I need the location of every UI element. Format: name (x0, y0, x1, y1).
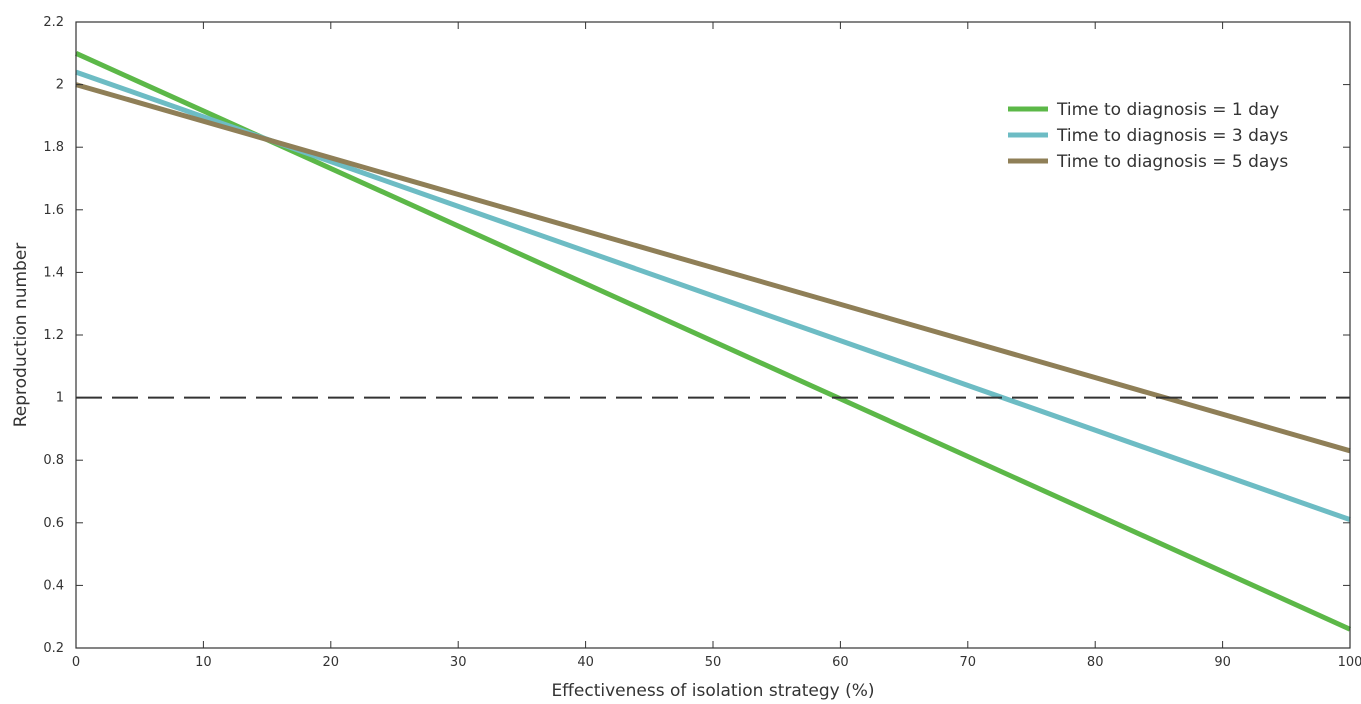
x-tick-label: 40 (577, 655, 594, 670)
y-axis-label: Reproduction number (11, 243, 31, 428)
legend: Time to diagnosis = 1 day Time to diagnos… (1008, 100, 1288, 172)
x-tick-label: 0 (72, 655, 80, 670)
x-tick-label: 70 (960, 655, 977, 670)
y-tick-label: 0.4 (43, 578, 64, 593)
y-tick-label: 1 (56, 391, 64, 406)
y-tick-label: 2 (56, 78, 64, 93)
x-tick-label: 100 (1338, 655, 1361, 670)
series-line-3 (75, 82, 1351, 454)
x-tick-label: 60 (832, 655, 849, 670)
legend-label-3: Time to diagnosis = 5 days (1056, 152, 1288, 172)
x-tick-label: 30 (450, 655, 467, 670)
legend-label-2: Time to diagnosis = 3 days (1056, 126, 1288, 146)
x-tick-label: 20 (323, 655, 340, 670)
legend-label-1: Time to diagnosis = 1 day (1056, 100, 1279, 120)
x-tick-label: 90 (1214, 655, 1231, 670)
x-axis-ticks: 0 10 20 30 40 50 60 70 80 90 100 (72, 22, 1361, 670)
y-tick-label: 1.8 (43, 140, 64, 155)
y-tick-label: 0.2 (43, 641, 64, 656)
x-axis-label: Effectiveness of isolation strategy (%) (551, 681, 874, 701)
series-layer (74, 51, 1352, 632)
x-tick-label: 10 (195, 655, 212, 670)
y-tick-label: 1.6 (43, 203, 64, 218)
x-tick-label: 50 (705, 655, 722, 670)
y-axis-ticks: 0.2 0.4 0.6 0.8 1 1.2 1.4 1.6 1.8 2 2.2 (43, 15, 1350, 656)
y-tick-label: 1.4 (43, 265, 64, 280)
y-tick-label: 2.2 (43, 15, 64, 30)
x-tick-label: 80 (1087, 655, 1104, 670)
y-tick-label: 0.6 (43, 516, 64, 531)
y-tick-label: 0.8 (43, 453, 64, 468)
y-tick-label: 1.2 (43, 328, 64, 343)
